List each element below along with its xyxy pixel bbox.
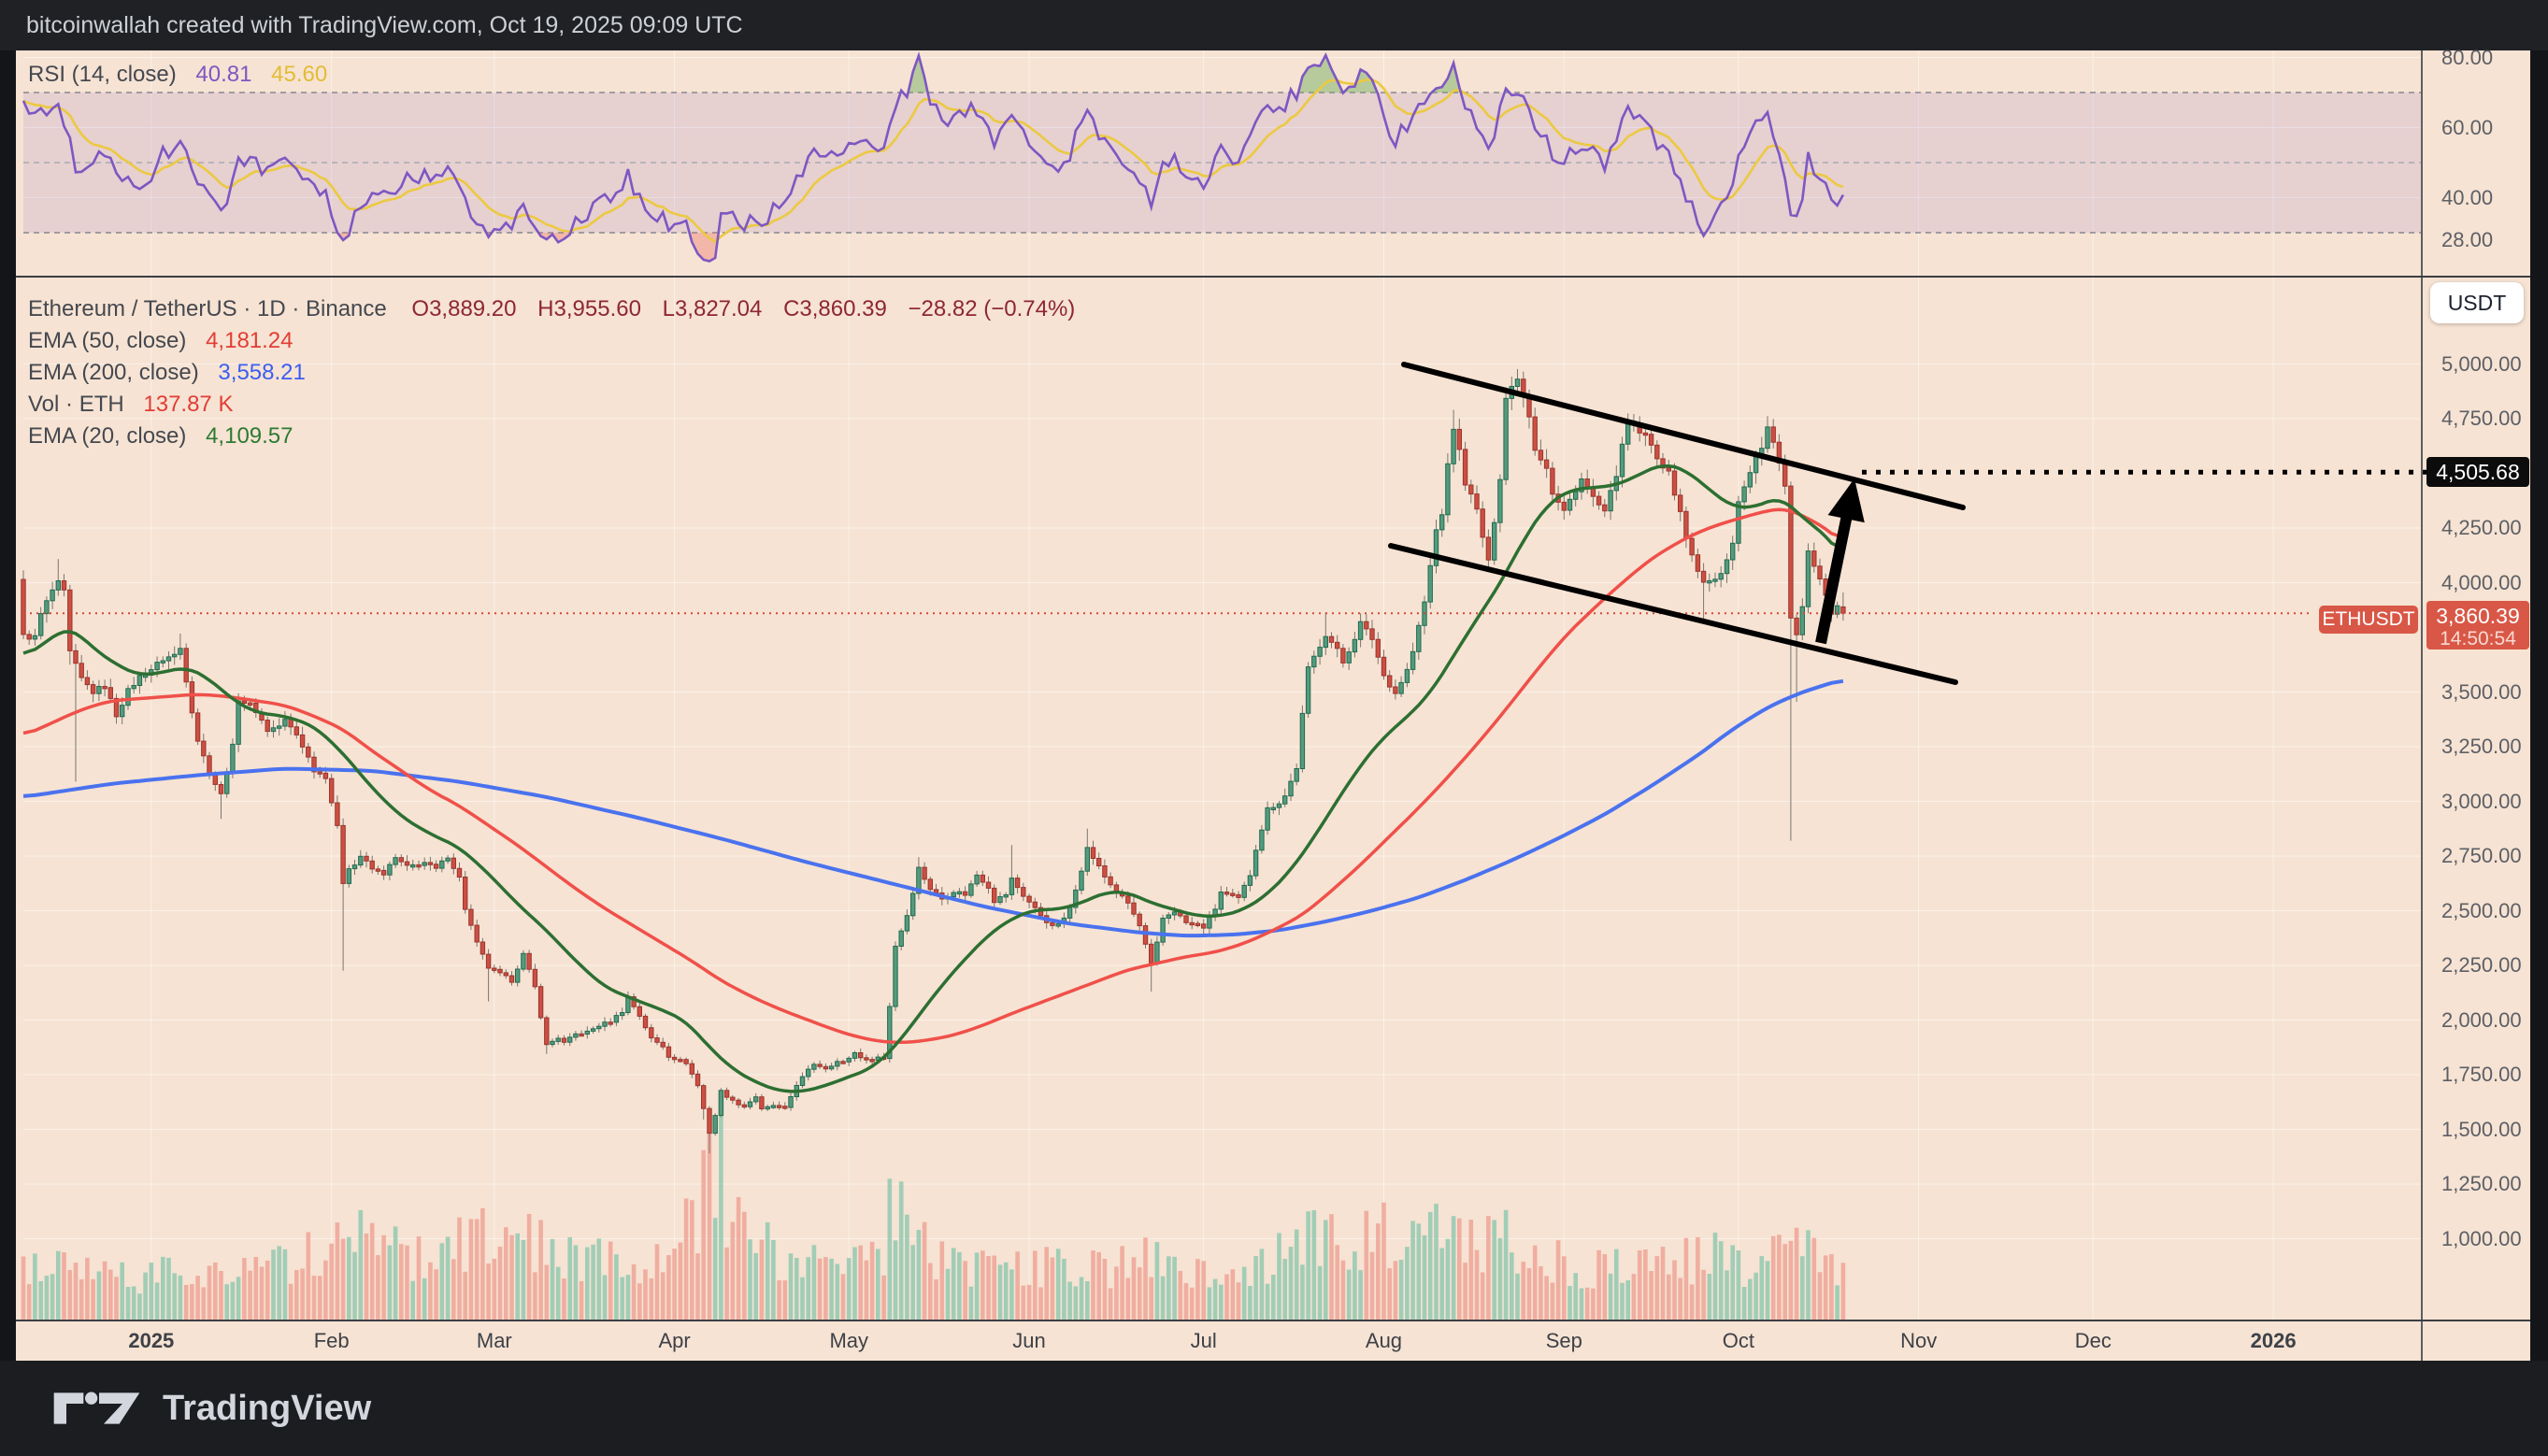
volume-label: Vol · ETH xyxy=(28,392,124,417)
last-price-value: 3,860.39 xyxy=(2436,604,2520,629)
rsi-legend-label: RSI (14, close) xyxy=(28,62,177,87)
price-scale-tick: 3,500.00 xyxy=(2441,679,2522,704)
rsi-ma-value: 45.60 xyxy=(271,62,328,87)
attribution-header: bitcoinwallah created with TradingView.c… xyxy=(0,0,2548,50)
axis-label-month: May xyxy=(829,1329,869,1352)
footer-bar: TradingView xyxy=(0,1361,2548,1456)
target-price-label: 4,505.68 xyxy=(2426,457,2529,488)
price-scale-tick: 4,750.00 xyxy=(2441,407,2522,430)
volume-value: 137.87 K xyxy=(143,392,234,417)
axis-label-month: Mar xyxy=(476,1329,512,1352)
price-scale-tick: 1,250.00 xyxy=(2441,1172,2522,1195)
rsi-legend[interactable]: RSI (14, close) 40.81 45.60 xyxy=(28,62,327,88)
price-scale-tick: 2,500.00 xyxy=(2441,898,2522,922)
price-scale-tick: 2,750.00 xyxy=(2441,844,2522,867)
bar-countdown: 14:50:54 xyxy=(2440,628,2516,650)
price-scale-tick: 4,000.00 xyxy=(2441,570,2522,594)
symbol-title: Ethereum / TetherUS · 1D · Binance xyxy=(28,296,387,321)
price-scale-tick: 3,250.00 xyxy=(2441,735,2522,758)
ema50-label: EMA (50, close) xyxy=(28,328,187,353)
rsi-scale-tick: 80.00 xyxy=(2441,45,2494,69)
price-scale-tick: 3,000.00 xyxy=(2441,789,2522,813)
axis-label-month: Dec xyxy=(2074,1329,2111,1352)
axis-label-month: Sep xyxy=(1545,1329,1582,1352)
symbol-legend: Ethereum / TetherUS · 1D · Binance O3,88… xyxy=(28,293,1075,452)
price-scale-border xyxy=(2421,50,2423,1361)
indicator-row-ema200[interactable]: EMA (200, close) 3,558.21 xyxy=(28,357,1075,389)
price-scale-tick: 1,000.00 xyxy=(2441,1226,2522,1250)
axis-label-year: 2025 xyxy=(128,1329,175,1352)
axis-label-month: Jun xyxy=(1012,1329,1046,1352)
ohlc-open: O3,889.20 xyxy=(411,296,517,321)
time-axis[interactable]: 2025 Feb Mar Apr May Jun Jul Aug Sep Oct… xyxy=(16,1321,2530,1361)
axis-label-month: Nov xyxy=(1900,1329,1938,1352)
price-scale-tick: 2,000.00 xyxy=(2441,1007,2522,1032)
indicator-row-volume[interactable]: Vol · ETH 137.87 K xyxy=(28,389,1075,421)
indicator-row-ema50[interactable]: EMA (50, close) 4,181.24 xyxy=(28,325,1075,357)
axis-label-month: Jul xyxy=(1190,1329,1217,1352)
ohlc-close: C3,860.39 xyxy=(783,296,887,321)
ema20-label: EMA (20, close) xyxy=(28,423,187,449)
rsi-scale-tick: 28.00 xyxy=(2441,227,2494,251)
last-price-label: 3,860.39 14:50:54 xyxy=(2426,601,2529,650)
axis-label-month: Oct xyxy=(1722,1329,1755,1352)
attribution-text: bitcoinwallah created with TradingView.c… xyxy=(26,12,743,38)
chart-background xyxy=(16,50,2530,1361)
ohlc-high: H3,955.60 xyxy=(537,296,641,321)
ema20-value: 4,109.57 xyxy=(206,423,293,449)
ema200-label: EMA (200, close) xyxy=(28,360,199,385)
price-scale-tick: 1,750.00 xyxy=(2441,1063,2522,1086)
pane-separator[interactable] xyxy=(16,276,2530,278)
currency-toggle-button[interactable]: USDT xyxy=(2430,282,2524,323)
price-scale-tick: 1,500.00 xyxy=(2441,1117,2522,1141)
symbol-title-row[interactable]: Ethereum / TetherUS · 1D · Binance O3,88… xyxy=(28,293,1075,325)
ema50-value: 4,181.24 xyxy=(206,328,293,353)
axis-label-month: Feb xyxy=(313,1329,350,1352)
price-scale-tick: 4,250.00 xyxy=(2441,516,2522,539)
symbol-price-tag: ETHUSDT xyxy=(2319,606,2418,635)
rsi-scale-tick: 60.00 xyxy=(2441,115,2494,139)
axis-label-year: 2026 xyxy=(2250,1329,2297,1352)
indicator-row-ema20[interactable]: EMA (20, close) 4,109.57 xyxy=(28,421,1075,452)
rsi-scale-tick: 40.00 xyxy=(2441,185,2494,209)
tradingview-brand-text[interactable]: TradingView xyxy=(163,1388,372,1428)
rsi-value: 40.81 xyxy=(195,62,252,87)
price-scale-tick: 5,000.00 xyxy=(2441,351,2522,376)
axis-separator xyxy=(16,1320,2530,1321)
axis-label-month: Apr xyxy=(658,1329,691,1352)
ema200-value: 3,558.21 xyxy=(218,360,306,385)
price-scale-tick: 2,250.00 xyxy=(2441,953,2522,977)
axis-label-month: Aug xyxy=(1365,1329,1403,1352)
tradingview-logo-icon[interactable] xyxy=(52,1384,146,1433)
ohlc-low: L3,827.04 xyxy=(662,296,763,321)
ohlc-change: −28.82 (−0.74%) xyxy=(908,296,1076,321)
